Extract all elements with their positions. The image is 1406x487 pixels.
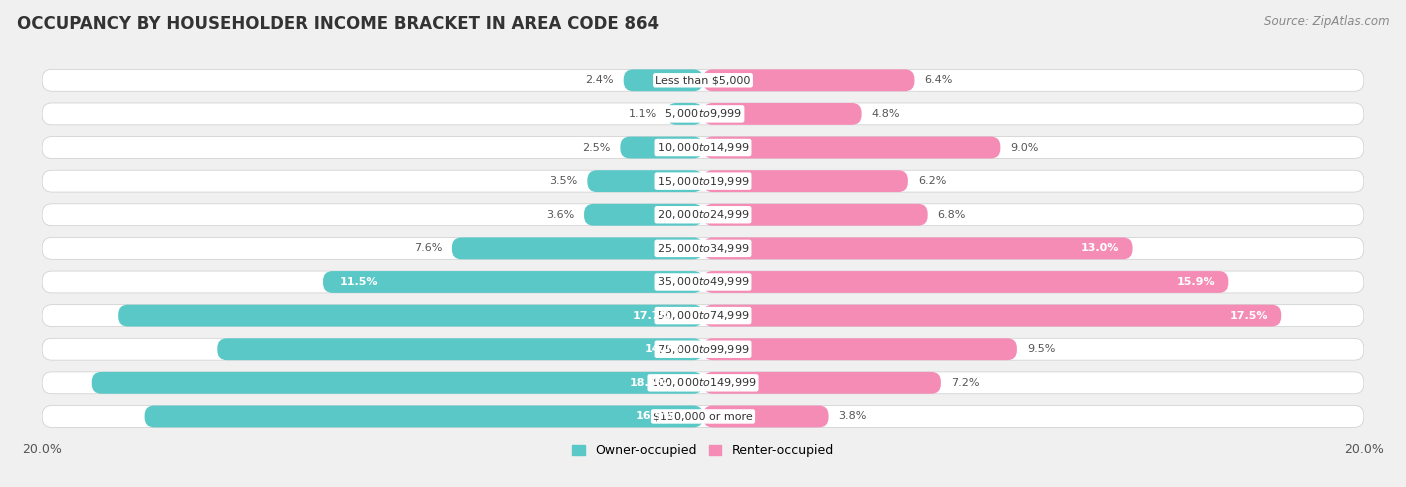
Text: 15.9%: 15.9% bbox=[1177, 277, 1215, 287]
FancyBboxPatch shape bbox=[666, 103, 703, 125]
Text: 17.7%: 17.7% bbox=[633, 311, 672, 320]
FancyBboxPatch shape bbox=[42, 238, 1364, 259]
FancyBboxPatch shape bbox=[42, 136, 1364, 158]
FancyBboxPatch shape bbox=[42, 406, 1364, 428]
Text: $20,000 to $24,999: $20,000 to $24,999 bbox=[657, 208, 749, 221]
FancyBboxPatch shape bbox=[703, 305, 1281, 326]
Text: 7.2%: 7.2% bbox=[950, 378, 980, 388]
FancyBboxPatch shape bbox=[118, 305, 703, 326]
Text: Less than $5,000: Less than $5,000 bbox=[655, 75, 751, 85]
Text: $100,000 to $149,999: $100,000 to $149,999 bbox=[650, 376, 756, 389]
FancyBboxPatch shape bbox=[703, 204, 928, 225]
Text: 2.5%: 2.5% bbox=[582, 143, 610, 152]
FancyBboxPatch shape bbox=[145, 406, 703, 428]
FancyBboxPatch shape bbox=[323, 271, 703, 293]
FancyBboxPatch shape bbox=[588, 170, 703, 192]
FancyBboxPatch shape bbox=[42, 69, 1364, 91]
Text: 9.0%: 9.0% bbox=[1011, 143, 1039, 152]
Text: Source: ZipAtlas.com: Source: ZipAtlas.com bbox=[1264, 15, 1389, 28]
FancyBboxPatch shape bbox=[703, 136, 1001, 158]
Text: 9.5%: 9.5% bbox=[1026, 344, 1054, 354]
Text: $50,000 to $74,999: $50,000 to $74,999 bbox=[657, 309, 749, 322]
Text: 7.6%: 7.6% bbox=[413, 244, 441, 253]
Text: 18.5%: 18.5% bbox=[630, 378, 668, 388]
FancyBboxPatch shape bbox=[218, 338, 703, 360]
Text: $25,000 to $34,999: $25,000 to $34,999 bbox=[657, 242, 749, 255]
FancyBboxPatch shape bbox=[451, 238, 703, 259]
FancyBboxPatch shape bbox=[703, 69, 914, 91]
FancyBboxPatch shape bbox=[42, 338, 1364, 360]
FancyBboxPatch shape bbox=[91, 372, 703, 394]
FancyBboxPatch shape bbox=[583, 204, 703, 225]
Text: 6.8%: 6.8% bbox=[938, 210, 966, 220]
Text: OCCUPANCY BY HOUSEHOLDER INCOME BRACKET IN AREA CODE 864: OCCUPANCY BY HOUSEHOLDER INCOME BRACKET … bbox=[17, 15, 659, 33]
Text: $35,000 to $49,999: $35,000 to $49,999 bbox=[657, 276, 749, 288]
Text: 2.4%: 2.4% bbox=[585, 75, 614, 85]
FancyBboxPatch shape bbox=[42, 204, 1364, 225]
FancyBboxPatch shape bbox=[703, 238, 1133, 259]
FancyBboxPatch shape bbox=[42, 305, 1364, 326]
FancyBboxPatch shape bbox=[620, 136, 703, 158]
FancyBboxPatch shape bbox=[703, 406, 828, 428]
Text: 6.4%: 6.4% bbox=[924, 75, 953, 85]
FancyBboxPatch shape bbox=[42, 271, 1364, 293]
Text: $75,000 to $99,999: $75,000 to $99,999 bbox=[657, 343, 749, 356]
FancyBboxPatch shape bbox=[42, 372, 1364, 394]
Text: $150,000 or more: $150,000 or more bbox=[654, 412, 752, 421]
FancyBboxPatch shape bbox=[703, 338, 1017, 360]
Text: 14.7%: 14.7% bbox=[645, 344, 683, 354]
Legend: Owner-occupied, Renter-occupied: Owner-occupied, Renter-occupied bbox=[568, 439, 838, 463]
Text: 6.2%: 6.2% bbox=[918, 176, 946, 186]
FancyBboxPatch shape bbox=[42, 103, 1364, 125]
FancyBboxPatch shape bbox=[703, 170, 908, 192]
FancyBboxPatch shape bbox=[703, 271, 1229, 293]
Text: 1.1%: 1.1% bbox=[628, 109, 657, 119]
Text: 3.5%: 3.5% bbox=[550, 176, 578, 186]
Text: 3.8%: 3.8% bbox=[838, 412, 868, 421]
FancyBboxPatch shape bbox=[42, 170, 1364, 192]
FancyBboxPatch shape bbox=[703, 372, 941, 394]
Text: 16.9%: 16.9% bbox=[636, 412, 675, 421]
FancyBboxPatch shape bbox=[624, 69, 703, 91]
Text: $10,000 to $14,999: $10,000 to $14,999 bbox=[657, 141, 749, 154]
Text: 11.5%: 11.5% bbox=[339, 277, 378, 287]
Text: 3.6%: 3.6% bbox=[546, 210, 574, 220]
Text: $5,000 to $9,999: $5,000 to $9,999 bbox=[664, 108, 742, 120]
Text: 4.8%: 4.8% bbox=[872, 109, 900, 119]
FancyBboxPatch shape bbox=[703, 103, 862, 125]
Text: 17.5%: 17.5% bbox=[1229, 311, 1268, 320]
Text: 13.0%: 13.0% bbox=[1081, 244, 1119, 253]
Text: $15,000 to $19,999: $15,000 to $19,999 bbox=[657, 175, 749, 187]
